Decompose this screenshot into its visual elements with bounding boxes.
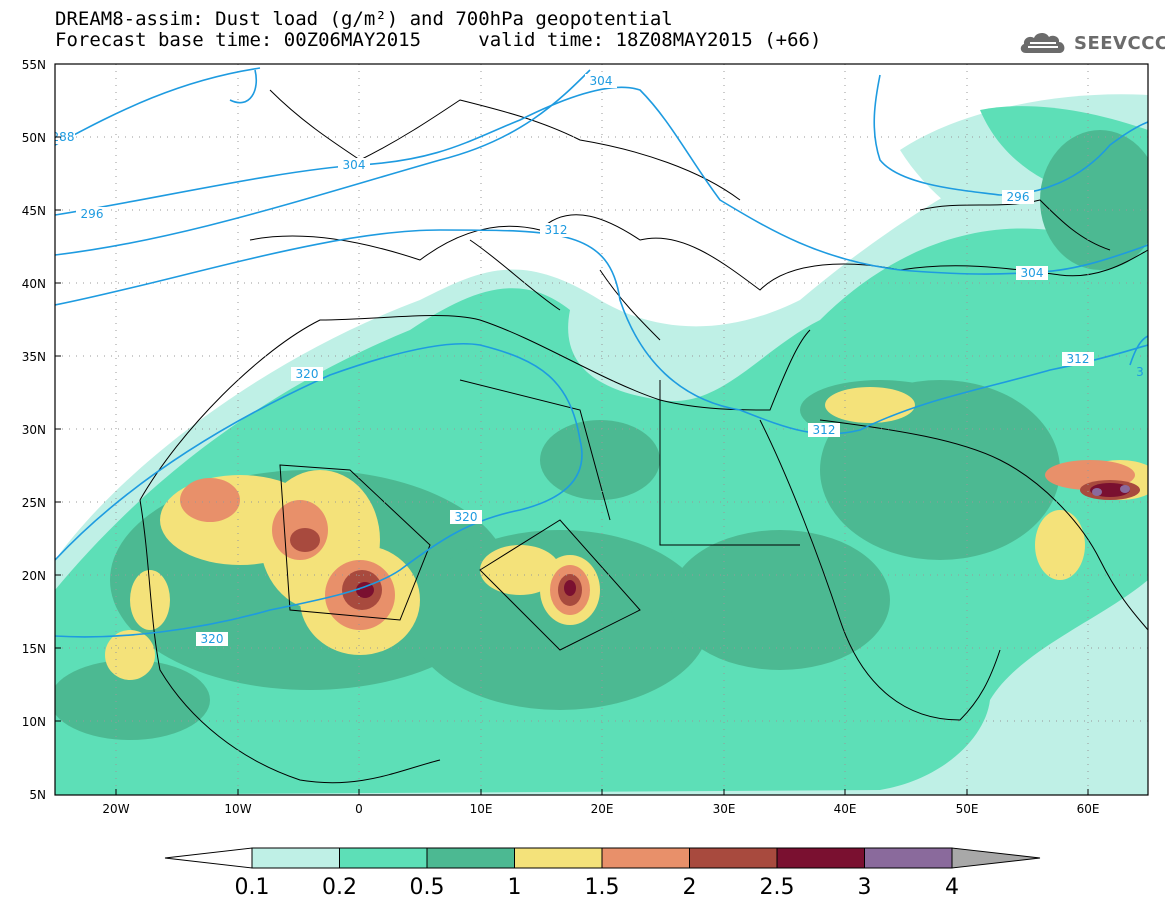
cloud-icon xyxy=(1020,32,1065,53)
map-subtitle: Forecast base time: 00Z06MAY2015 valid t… xyxy=(55,30,821,50)
colorbar-swatch xyxy=(251,847,340,869)
lon-label: 50E xyxy=(956,802,979,816)
dust-field-3 xyxy=(1092,485,1130,496)
lat-label: 40N xyxy=(22,277,46,291)
lat-label: 20N xyxy=(22,569,46,583)
axis-ticks xyxy=(55,136,1089,795)
colorbar-swatch xyxy=(689,847,778,869)
lon-label: 20W xyxy=(102,802,129,816)
colorbar-label: 1.5 xyxy=(585,875,620,900)
logo-text: SEEVCCC xyxy=(1074,32,1165,54)
lat-label: 30N xyxy=(22,423,46,437)
colorbar-swatch xyxy=(339,847,428,869)
colorbar-swatch xyxy=(864,847,953,869)
valid-time: valid time: 18Z08MAY2015 (+66) xyxy=(478,29,822,51)
lat-label: 35N xyxy=(22,350,46,364)
contour-label: 296 xyxy=(1007,190,1030,204)
contour-label: 320 xyxy=(201,632,224,646)
contour-label: 304 xyxy=(1021,266,1044,280)
lat-label: 50N xyxy=(22,131,46,145)
lat-label: 55N xyxy=(22,58,46,72)
contour-label: 304 xyxy=(343,158,366,172)
lon-label: 10E xyxy=(470,802,493,816)
colorbar-swatch xyxy=(601,847,690,869)
colorbar-swatch xyxy=(514,847,603,869)
contour-label: 312 xyxy=(545,223,568,237)
base-time: Forecast base time: 00Z06MAY2015 xyxy=(55,29,422,51)
contour-label: 288 xyxy=(52,130,75,144)
seevccc-logo: SEEVCCC xyxy=(1018,28,1165,58)
contour-label: 304 xyxy=(590,74,613,88)
colorbar-label: 1 xyxy=(508,875,522,900)
grid xyxy=(55,64,1148,795)
lon-label: 60E xyxy=(1077,802,1100,816)
lat-label: 25N xyxy=(22,496,46,510)
contour-label: 320 xyxy=(296,367,319,381)
contour-labels: 304 296 304 288 320 312 296 304 312 320 … xyxy=(52,74,1144,646)
colorbar: 0.1 0.2 0.5 1 1.5 2 2.5 3 4 xyxy=(164,847,1041,900)
lat-label: 5N xyxy=(29,788,46,802)
longitude-labels: 20W 10W 0 10E 20E 30E 40E 50E 60E xyxy=(102,802,1099,816)
colorbar-high-arrow xyxy=(951,847,1041,869)
lon-label: 0 xyxy=(355,802,363,816)
colorbar-label: 2.5 xyxy=(760,875,795,900)
lat-label: 15N xyxy=(22,642,46,656)
colorbar-label: 0.1 xyxy=(235,875,270,900)
colorbar-label: 2 xyxy=(683,875,697,900)
colorbar-label: 0.2 xyxy=(322,875,357,900)
lon-label: 40E xyxy=(834,802,857,816)
contour-label: 312 xyxy=(813,423,836,437)
latitude-labels: 55N 50N 45N 40N 35N 30N 25N 20N 15N 10N … xyxy=(22,58,46,802)
colorbar-swatch xyxy=(776,847,865,869)
lon-label: 30E xyxy=(713,802,736,816)
lat-label: 10N xyxy=(22,715,46,729)
contour-label: 312 xyxy=(1067,352,1090,366)
lon-label: 20E xyxy=(591,802,614,816)
colorbar-label: 3 xyxy=(858,875,872,900)
lat-label: 45N xyxy=(22,204,46,218)
colorbar-low-arrow xyxy=(164,847,253,869)
colorbar-label: 0.5 xyxy=(410,875,445,900)
colorbar-label: 4 xyxy=(945,875,959,900)
contour-label: 3 xyxy=(1136,365,1144,379)
colorbar-swatch xyxy=(426,847,515,869)
contour-label: 296 xyxy=(81,207,104,221)
contour-label: 320 xyxy=(455,510,478,524)
lon-label: 10W xyxy=(224,802,251,816)
map-title: DREAM8-assim: Dust load (g/m²) and 700hP… xyxy=(55,8,673,30)
